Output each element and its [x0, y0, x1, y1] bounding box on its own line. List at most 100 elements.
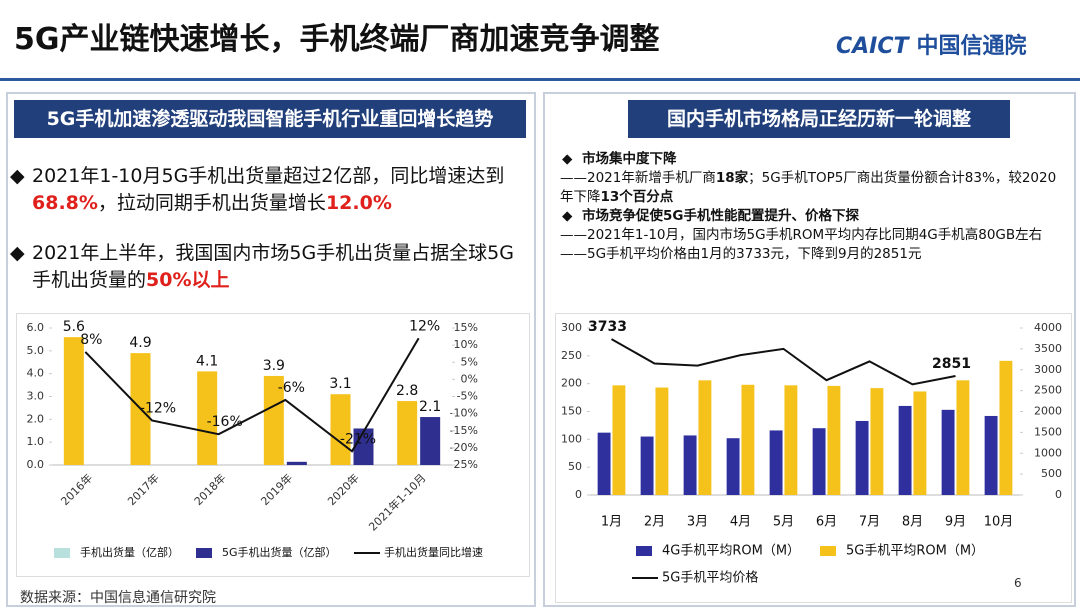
- bar: [330, 394, 351, 465]
- bar: [812, 428, 826, 495]
- text: 2021年1-10月5G手机出货量超过2亿部，同比增速达到: [32, 165, 505, 187]
- bar: [784, 385, 798, 495]
- title-rule: [0, 78, 1080, 81]
- y2-tick-label: 0%: [461, 372, 478, 385]
- bar: [397, 401, 418, 465]
- bar: [63, 337, 84, 465]
- legend-label: 5G手机平均ROM（M）: [846, 544, 984, 559]
- text: ——2021年1-10月，国内市场5G手机ROM平均内存比同期4G手机高80GB…: [560, 227, 1043, 243]
- value-label: 2.8: [396, 383, 418, 399]
- value-label: -16%: [207, 414, 243, 430]
- value-label: 12%: [409, 318, 440, 334]
- bar: [898, 405, 912, 495]
- text: ，拉动同期手机出货量增长: [97, 192, 326, 214]
- value-label: -12%: [140, 400, 176, 416]
- bar: [420, 417, 441, 465]
- bar: [640, 436, 654, 495]
- y2-tick-label: 1500: [1034, 425, 1062, 438]
- line: [84, 337, 420, 453]
- bar: [913, 391, 927, 495]
- y2-tick-label: 15%: [454, 321, 478, 334]
- y2-tick-label: -25%: [450, 458, 478, 471]
- x-tick-label: 6月: [816, 515, 837, 530]
- x-tick-label: 7月: [859, 515, 880, 530]
- value-label: 2851: [932, 356, 971, 372]
- x-tick-label: 9月: [945, 515, 966, 530]
- bar: [197, 371, 218, 465]
- bold-text: 18家: [715, 170, 749, 186]
- value-label: 2.1: [419, 399, 441, 415]
- y2-tick-label: 2500: [1034, 384, 1062, 397]
- legend-swatch: [196, 548, 212, 558]
- text-line: ——5G手机平均价格由1月的3733元，下降到9月的2851元: [560, 245, 1060, 264]
- text: ——2021年新增手机厂商: [560, 170, 716, 186]
- value-label: 5.6: [63, 319, 85, 335]
- bar: [597, 432, 611, 495]
- bar: [263, 375, 284, 465]
- y2-tick-label: -5%: [457, 390, 478, 403]
- bar: [827, 385, 841, 495]
- right-text: 市场集中度下降——2021年新增手机厂商18家；5G手机TOP5厂商出货量份额合…: [560, 150, 1060, 264]
- x-tick-label: 2月: [644, 515, 665, 530]
- y2-tick-label: 3000: [1034, 363, 1062, 376]
- bar: [726, 438, 740, 495]
- y2-tick-label: -15%: [450, 424, 478, 437]
- value-label: 3733: [588, 319, 627, 335]
- left-heading: 5G手机加速渗透驱动我国智能手机行业重回增长趋势: [14, 100, 526, 138]
- legend-label: 手机出货量同比增速: [384, 545, 483, 559]
- highlight: 12.0%: [325, 192, 392, 214]
- value-label: 3.9: [263, 358, 285, 374]
- text-line: ——2021年新增手机厂商18家；5G手机TOP5厂商出货量份额合计83%，较2…: [560, 169, 1060, 207]
- logo: CAICT 中国信通院: [836, 28, 1027, 60]
- y2-tick-label: 0: [1055, 488, 1062, 501]
- y2-tick-label: -10%: [450, 407, 478, 420]
- x-tick-label: 2021年1-10月: [366, 471, 429, 534]
- y-tick-label: 6.0: [27, 321, 45, 334]
- x-tick-label: 4月: [730, 515, 751, 530]
- highlight: 68.8%: [32, 192, 98, 214]
- bullet: 2021年上半年，我国国内市场5G手机出货量占据全球5G手机出货量的50%以上: [10, 240, 522, 294]
- x-tick-label: 3月: [687, 515, 708, 530]
- value-label: 8%: [80, 332, 102, 348]
- y-tick-label: 0.0: [27, 458, 45, 471]
- x-tick-label: 1月: [601, 515, 622, 530]
- y-tick-label: 200: [561, 377, 582, 390]
- x-tick-label: 2016年: [58, 471, 95, 508]
- x-tick-label: 10月: [984, 515, 1014, 530]
- bar: [353, 428, 374, 465]
- right-chart-frame: [555, 313, 1072, 603]
- y-tick-label: 5.0: [27, 344, 45, 357]
- y2-tick-label: 10%: [454, 338, 478, 351]
- legend-swatch: [820, 546, 836, 556]
- y2-tick-label: 500: [1041, 467, 1062, 480]
- legend-label: 4G手机平均ROM（M）: [662, 544, 800, 559]
- highlight: 50%以上: [146, 269, 230, 291]
- logo-cn: 中国信通院: [916, 34, 1027, 59]
- bar: [855, 420, 869, 495]
- y2-tick-label: -20%: [450, 441, 478, 454]
- section-heading: 市场竞争促使5G手机性能配置提升、价格下探: [560, 207, 1060, 226]
- y-tick-label: 50: [568, 460, 582, 473]
- x-tick-label: 2019年: [258, 471, 295, 508]
- bar: [683, 435, 697, 495]
- x-tick-label: 2018年: [191, 471, 228, 508]
- bar: [769, 430, 783, 495]
- legend-swatch: [54, 548, 70, 558]
- left-panel: [6, 92, 536, 607]
- y-tick-label: 2.0: [27, 412, 45, 425]
- x-tick-label: 2020年: [324, 471, 361, 508]
- source-note: 数据来源：中国信息通信研究院: [20, 590, 216, 606]
- legend-label: 5G手机平均价格: [662, 570, 758, 586]
- y-tick-label: 3.0: [27, 390, 45, 403]
- legend-label: 手机出货量（亿部）: [80, 545, 179, 559]
- y-tick-label: 300: [561, 321, 582, 334]
- bar: [612, 385, 626, 495]
- right-panel: [543, 92, 1076, 607]
- bar: [999, 360, 1013, 495]
- x-tick-label: 5月: [773, 515, 794, 530]
- x-tick-label: 2017年: [124, 471, 161, 508]
- bar: [870, 388, 884, 495]
- y2-tick-label: 1000: [1034, 446, 1062, 459]
